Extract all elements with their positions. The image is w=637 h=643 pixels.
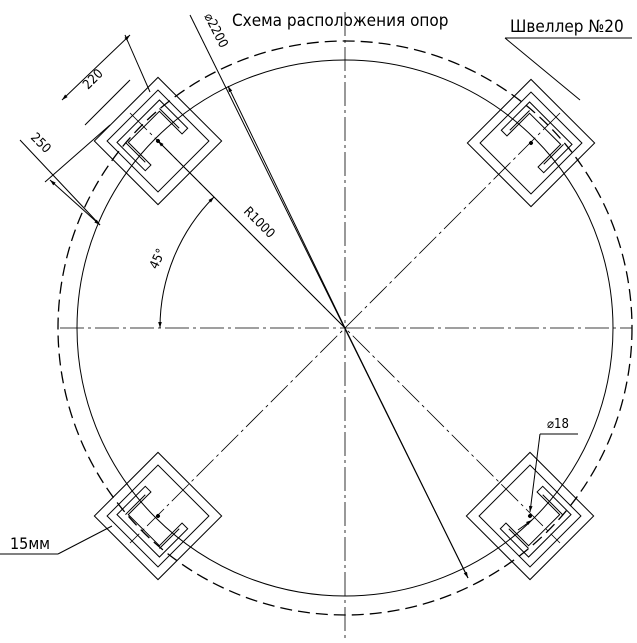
leader — [528, 433, 541, 513]
extension-line — [124, 34, 151, 93]
support — [466, 78, 596, 208]
radius-line — [157, 140, 346, 329]
leader — [57, 525, 113, 555]
width-label: 220 — [80, 66, 106, 92]
hole-label: ⌀18 — [547, 417, 569, 432]
height-label: 250 — [27, 130, 53, 156]
circle — [76, 59, 614, 597]
angle-label: 45° — [147, 247, 169, 272]
support — [93, 451, 223, 581]
radius-label: R1000 — [240, 204, 277, 241]
center-line — [129, 112, 561, 544]
hole-arrow — [517, 519, 533, 531]
dashed-circle — [57, 40, 633, 616]
dimension-arrow — [227, 85, 346, 329]
title: Схема расположения опор — [232, 11, 449, 31]
leader — [504, 37, 581, 101]
support — [465, 451, 595, 581]
dimension-arrow — [344, 327, 469, 579]
angle-arc — [158, 196, 215, 329]
channel-label: Швеллер №20 — [510, 17, 624, 37]
extension-line — [44, 124, 111, 183]
dimension-line — [49, 179, 101, 226]
dimension-line — [19, 139, 101, 226]
offset-label: 15мм — [10, 534, 50, 553]
dimension-line — [61, 34, 131, 101]
center-line — [129, 112, 561, 544]
